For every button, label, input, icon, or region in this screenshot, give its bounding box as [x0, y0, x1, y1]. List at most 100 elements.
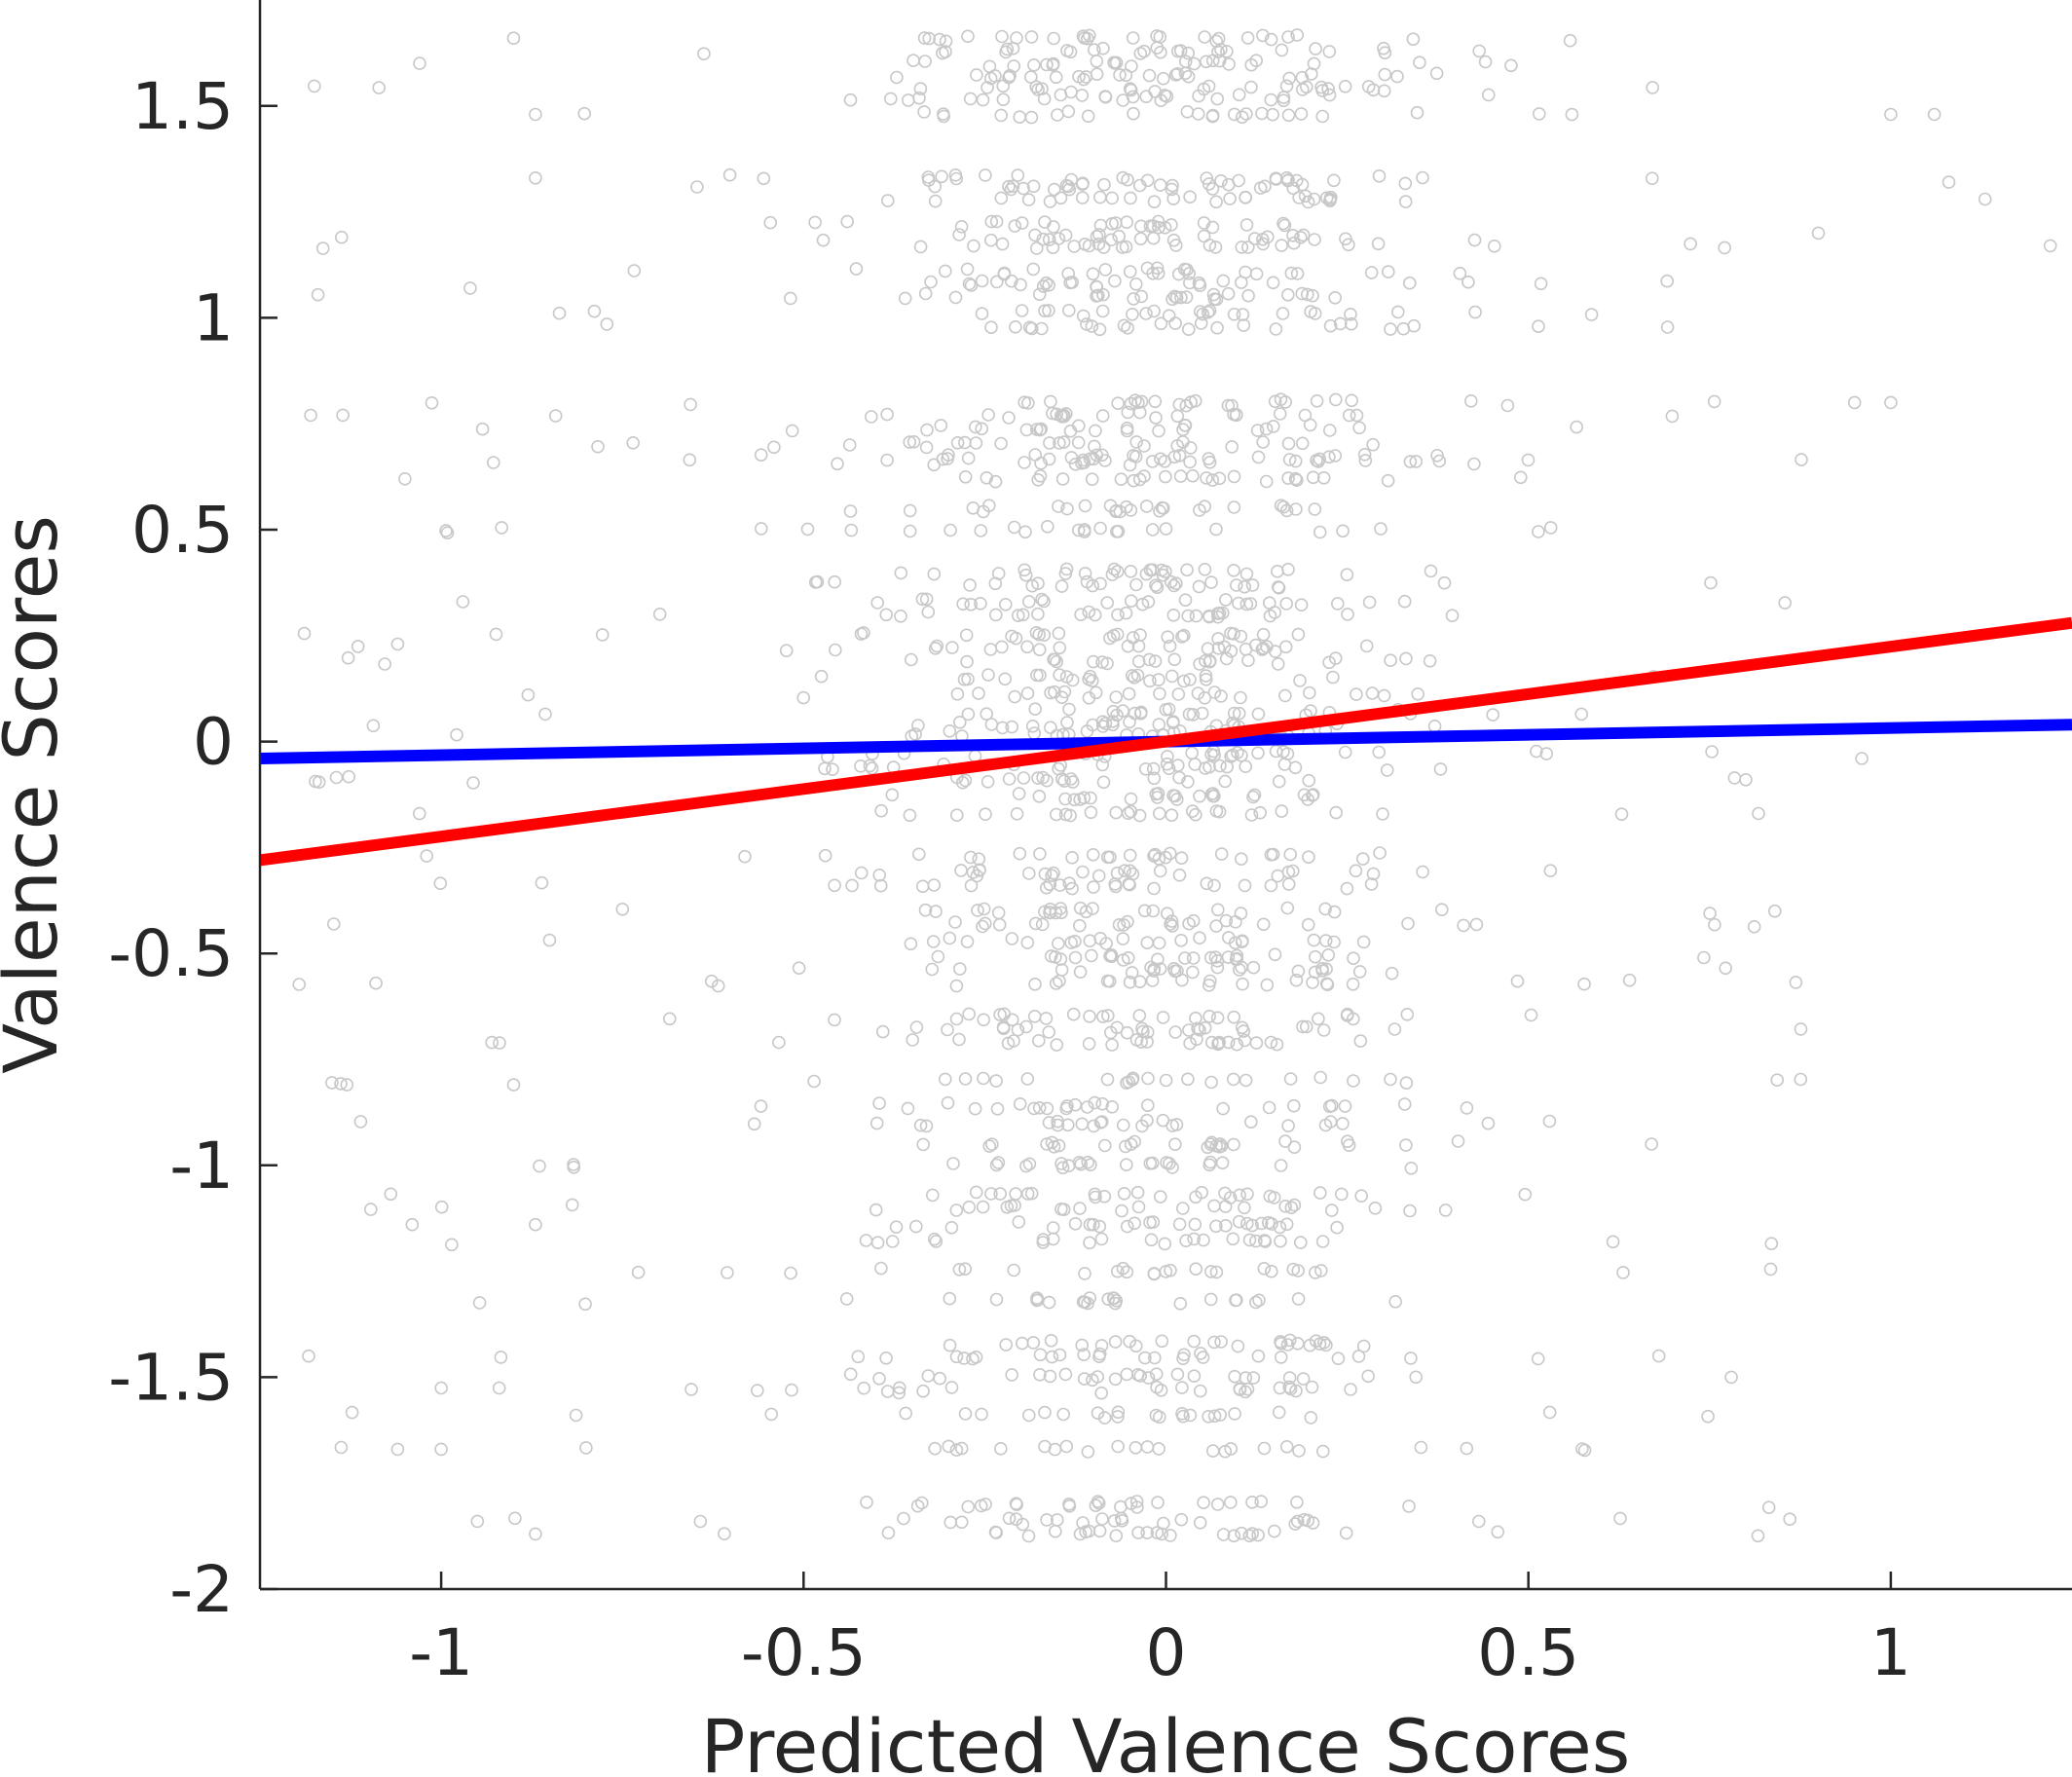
scatter-point — [1129, 435, 1143, 449]
scatter-point — [1232, 88, 1246, 102]
scatter-point — [1315, 1235, 1330, 1248]
scatter-point — [952, 228, 966, 241]
scatter-point — [1240, 218, 1254, 232]
scatter-point — [1255, 106, 1269, 121]
scatter-point — [952, 962, 967, 976]
scatter-point — [1117, 1187, 1131, 1201]
scatter-point — [919, 1119, 934, 1133]
scatter-point — [963, 92, 978, 106]
scatter-point — [315, 241, 330, 255]
scatter-point — [1141, 595, 1156, 609]
fit-lines — [259, 616, 2072, 867]
scatter-point — [906, 434, 921, 449]
scatter-point — [826, 762, 839, 777]
y-tick-label: -1.5 — [108, 1340, 234, 1415]
scatter-point — [1092, 1219, 1107, 1234]
scatter-point — [1071, 523, 1086, 537]
scatter-point — [1429, 66, 1444, 81]
scatter-point — [1178, 55, 1193, 69]
scatter-point — [1097, 177, 1111, 192]
scatter-point — [1323, 192, 1338, 206]
scatter-point — [1078, 567, 1092, 580]
scatter-point — [533, 1159, 546, 1173]
scatter-point — [1146, 231, 1161, 245]
scatter-point — [1330, 1220, 1344, 1235]
scatter-point — [941, 452, 954, 465]
scatter-point — [1121, 639, 1135, 653]
scatter-point — [1249, 1295, 1263, 1310]
scatter-point — [693, 1514, 708, 1529]
scatter-point — [1308, 502, 1322, 516]
scatter-point — [1273, 407, 1287, 421]
scatter-point — [1239, 1073, 1253, 1088]
scatter-point — [983, 643, 998, 656]
scatter-point — [1614, 807, 1629, 822]
scatter-point — [991, 906, 1006, 920]
scatter-point — [1149, 411, 1163, 425]
scatter-point — [311, 287, 325, 302]
scatter-point — [1088, 1187, 1102, 1202]
scatter-point — [1256, 28, 1270, 43]
scatter-point — [1173, 469, 1188, 483]
scatter-point — [1510, 974, 1525, 988]
scatter-point — [1175, 630, 1189, 644]
scatter-point — [1129, 577, 1143, 592]
scatter-point — [890, 70, 904, 85]
scatter-point — [1236, 934, 1249, 948]
scatter-point — [312, 775, 326, 790]
scatter-point — [1280, 901, 1295, 915]
scatter-point — [1076, 176, 1090, 191]
scatter-point — [1159, 702, 1173, 717]
scatter-point — [1157, 1516, 1170, 1531]
scatter-point — [1028, 448, 1042, 462]
scatter-point — [1186, 913, 1201, 928]
scatter-point — [954, 1515, 969, 1530]
scatter-point — [1329, 805, 1343, 820]
scatter-point — [1228, 1407, 1241, 1421]
scatter-point — [1056, 435, 1071, 449]
scatter-point — [1359, 639, 1374, 653]
scatter-point — [1010, 806, 1024, 821]
scatter-point — [1282, 71, 1296, 86]
scatter-point — [1347, 1074, 1360, 1088]
scatter-point — [754, 1099, 768, 1113]
scatter-point — [984, 214, 999, 229]
scatter-point — [1313, 525, 1327, 539]
scatter-point — [450, 727, 463, 742]
scatter-point — [1123, 848, 1137, 863]
scatter-point — [1310, 393, 1324, 408]
scatter-point — [977, 902, 991, 916]
scatter-point — [1219, 1219, 1233, 1233]
scatter-point — [1229, 408, 1243, 423]
scatter-point — [529, 107, 542, 122]
scatter-point — [325, 1076, 339, 1090]
scatter-point — [1240, 1216, 1254, 1231]
scatter-point — [1235, 748, 1248, 762]
scatter-point — [1210, 1011, 1225, 1025]
scatter-point — [974, 596, 987, 611]
scatter-point — [1286, 181, 1300, 196]
scatter-point — [1111, 396, 1125, 411]
scatter-point — [1533, 107, 1546, 121]
red-fit-line — [259, 616, 2072, 867]
scatter-point — [1335, 1187, 1349, 1202]
scatter-point — [1115, 1203, 1128, 1218]
scatter-point — [1279, 503, 1294, 518]
scatter-point — [351, 640, 365, 653]
scatter-point — [1163, 639, 1177, 653]
scatter-point — [1166, 919, 1179, 933]
scatter-point — [925, 962, 940, 977]
scatter-point — [1073, 901, 1088, 915]
scatter-point — [792, 961, 806, 976]
scatter-point — [1309, 949, 1322, 964]
scatter-point — [844, 523, 859, 537]
scatter-point — [420, 849, 434, 863]
scatter-point — [990, 1102, 1005, 1116]
scatter-point — [486, 456, 500, 469]
scatter-point — [1100, 974, 1115, 988]
scatter-point — [1095, 409, 1110, 423]
scatter-point — [1193, 657, 1206, 671]
scatter-point — [1241, 241, 1255, 254]
scatter-point — [904, 652, 918, 667]
scatter-point — [304, 408, 317, 423]
